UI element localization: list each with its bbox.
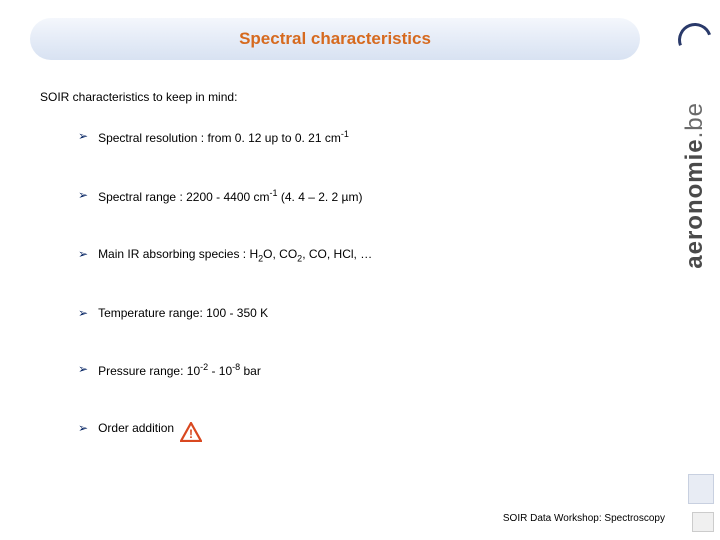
brand-bold: aeronomie xyxy=(681,138,708,268)
bullet-arrow-icon: ➢ xyxy=(78,361,88,378)
bullet-item: ➢ Pressure range: 10-2 - 10-8 bar xyxy=(78,361,618,380)
bullet-item: ➢ Temperature range: 100 - 350 K xyxy=(78,305,618,322)
page-title: Spectral characteristics xyxy=(239,29,431,49)
bullet-item: ➢ Main IR absorbing species : H2O, CO2, C… xyxy=(78,246,618,265)
bullet-arrow-icon: ➢ xyxy=(78,128,88,145)
bullet-arrow-icon: ➢ xyxy=(78,246,88,263)
bullet-arrow-icon: ➢ xyxy=(78,187,88,204)
bullet-text: Pressure range: 10-2 - 10-8 bar xyxy=(98,361,261,380)
bullet-item: ➢ Spectral range : 2200 - 4400 cm-1 (4. 4… xyxy=(78,187,618,206)
institution-logo xyxy=(675,18,715,62)
intro-text: SOIR characteristics to keep in mind: xyxy=(40,90,237,104)
logo-arc-icon xyxy=(672,17,717,62)
warning-icon: ! xyxy=(180,422,202,442)
sidebar: aeronomie.be xyxy=(670,0,720,540)
bullet-text: Spectral range : 2200 - 4400 cm-1 (4. 4 … xyxy=(98,187,362,206)
bullet-text: Main IR absorbing species : H2O, CO2, CO… xyxy=(98,246,372,265)
bullet-arrow-icon: ➢ xyxy=(78,305,88,322)
brand-light: .be xyxy=(681,102,708,138)
partner-logo xyxy=(688,474,714,504)
bullet-list: ➢ Spectral resolution : from 0. 12 up to … xyxy=(78,128,618,440)
flag-icon xyxy=(692,512,714,532)
bullet-arrow-icon: ➢ xyxy=(78,420,88,437)
bullet-text: Spectral resolution : from 0. 12 up to 0… xyxy=(98,128,349,147)
bullet-item: ➢ Order addition! xyxy=(78,420,618,440)
bullet-text: Temperature range: 100 - 350 K xyxy=(98,305,268,322)
footer-text: SOIR Data Workshop: Spectroscopy xyxy=(503,513,665,524)
svg-text:!: ! xyxy=(189,427,193,441)
bullet-text: Order addition xyxy=(98,420,174,437)
sidebar-brand: aeronomie.be xyxy=(681,102,709,269)
title-bar: Spectral characteristics xyxy=(30,18,640,60)
bullet-item: ➢ Spectral resolution : from 0. 12 up to … xyxy=(78,128,618,147)
